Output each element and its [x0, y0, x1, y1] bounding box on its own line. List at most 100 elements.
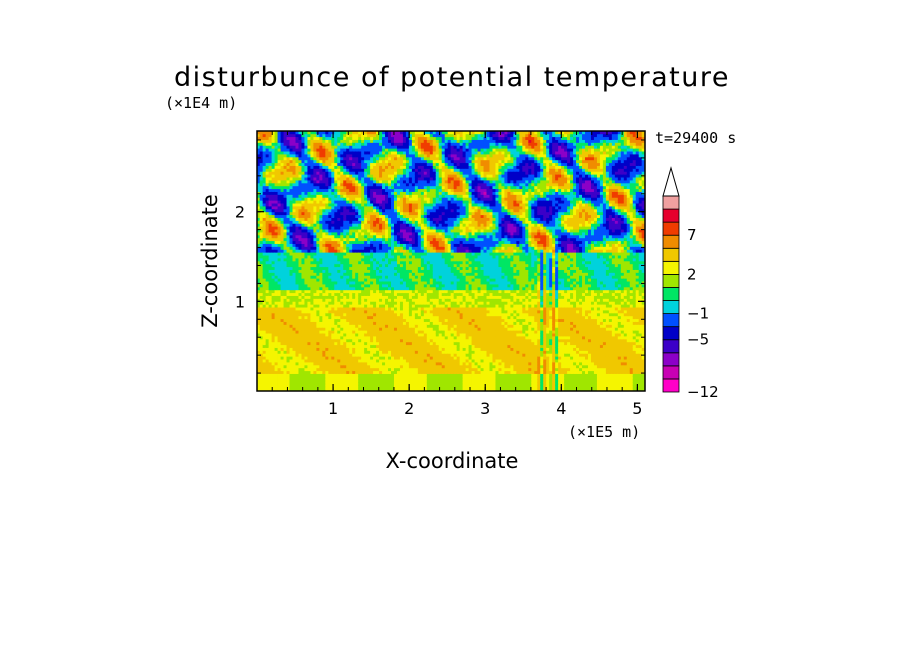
heatmap-cell	[283, 306, 288, 311]
heatmap-cell	[367, 370, 371, 374]
heatmap-cell	[301, 364, 306, 369]
heatmap-cell	[313, 131, 317, 135]
heatmap-cell	[283, 246, 288, 250]
heatmap-cell	[373, 301, 377, 305]
heatmap-cell	[280, 156, 285, 161]
heatmap-cell	[259, 384, 264, 389]
heatmap-cell	[376, 260, 380, 265]
heatmap-cell	[304, 304, 309, 308]
heatmap-cell	[298, 379, 303, 383]
heatmap-cell	[259, 289, 264, 294]
heatmap-cell	[367, 168, 371, 172]
heatmap-cell	[283, 228, 288, 233]
heatmap-cell	[355, 266, 359, 270]
heatmap-cell	[322, 269, 326, 273]
heatmap-cell	[411, 263, 416, 268]
heatmap-cell	[373, 182, 377, 187]
heatmap-cell	[301, 324, 306, 328]
heatmap-cell	[388, 174, 392, 178]
heatmap-cell	[337, 298, 341, 302]
heatmap-cell	[376, 379, 380, 383]
heatmap-cell	[340, 315, 344, 320]
heatmap-cell	[358, 139, 362, 143]
heatmap-cell	[411, 202, 416, 207]
heatmap-cell	[385, 168, 389, 172]
heatmap-cell	[277, 197, 282, 201]
heatmap-cell	[402, 179, 407, 184]
heatmap-cell	[379, 373, 383, 377]
heatmap-cell	[367, 162, 371, 166]
heatmap-cell	[331, 356, 335, 360]
heatmap-cell	[337, 142, 341, 146]
heatmap-cell	[274, 197, 279, 201]
heatmap-cell	[319, 131, 323, 135]
heatmap-cell	[286, 211, 291, 216]
heatmap-cell	[304, 145, 309, 149]
heatmap-cell	[322, 356, 326, 360]
heatmap-cell	[316, 249, 320, 253]
heatmap-cell	[277, 228, 282, 233]
heatmap-cell	[304, 150, 309, 155]
heatmap-cell	[367, 191, 371, 195]
heatmap-cell	[343, 211, 347, 216]
heatmap-cell	[352, 289, 356, 294]
heatmap-cell	[382, 205, 386, 210]
heatmap-cell	[316, 240, 320, 244]
heatmap-cell	[283, 384, 288, 389]
heatmap-cell	[283, 156, 288, 161]
heatmap-cell	[361, 260, 365, 265]
heatmap-cell	[313, 257, 317, 262]
heatmap-cell	[343, 237, 347, 242]
heatmap-cell	[411, 217, 416, 221]
heatmap-cell	[307, 350, 312, 354]
heatmap-cell	[289, 344, 294, 348]
heatmap-cell	[322, 321, 326, 325]
heatmap-cell	[283, 188, 288, 192]
heatmap-cell	[292, 202, 297, 207]
heatmap-cell	[393, 252, 398, 256]
heatmap-cell	[382, 387, 386, 391]
heatmap-cell	[286, 335, 291, 340]
heatmap-cell	[399, 272, 404, 276]
heatmap-cell	[265, 223, 270, 227]
heatmap-cell	[289, 332, 294, 337]
heatmap-cell	[265, 217, 270, 221]
heatmap-cell	[295, 350, 300, 354]
heatmap-cell	[257, 289, 261, 294]
heatmap-cell	[331, 283, 335, 288]
heatmap-cell	[292, 358, 297, 363]
heatmap-cell	[388, 382, 392, 386]
heatmap-cell	[271, 344, 276, 348]
heatmap-cell	[373, 254, 377, 259]
heatmap-cell	[361, 361, 365, 366]
heatmap-cell	[370, 174, 374, 178]
heatmap-cell	[301, 159, 306, 164]
heatmap-cell	[340, 332, 344, 337]
heatmap-cell	[265, 243, 270, 247]
heatmap-cell	[355, 356, 359, 360]
heatmap-cell	[358, 136, 362, 140]
heatmap-cell	[376, 335, 380, 340]
heatmap-cell	[370, 162, 374, 166]
heatmap-cell	[292, 266, 297, 270]
heatmap-cell	[370, 194, 374, 198]
heatmap-cell	[325, 289, 329, 294]
heatmap-cell	[331, 298, 335, 302]
heatmap-cell	[319, 367, 323, 372]
heatmap-cell	[352, 159, 356, 164]
heatmap-cell	[349, 150, 353, 155]
heatmap-cell	[271, 145, 276, 149]
heatmap-cell	[262, 131, 267, 135]
heatmap-cell	[301, 156, 306, 161]
heatmap-cell	[346, 171, 350, 175]
heatmap-cell	[283, 347, 288, 351]
heatmap-cell	[346, 301, 350, 305]
heatmap-cell	[355, 188, 359, 192]
heatmap-cell	[259, 197, 264, 201]
heatmap-cell	[340, 243, 344, 247]
heatmap-cell	[274, 327, 279, 331]
heatmap-cell	[355, 133, 359, 138]
heatmap-cell	[319, 197, 323, 201]
heatmap-cell	[328, 185, 332, 190]
heatmap-cell	[408, 324, 413, 328]
